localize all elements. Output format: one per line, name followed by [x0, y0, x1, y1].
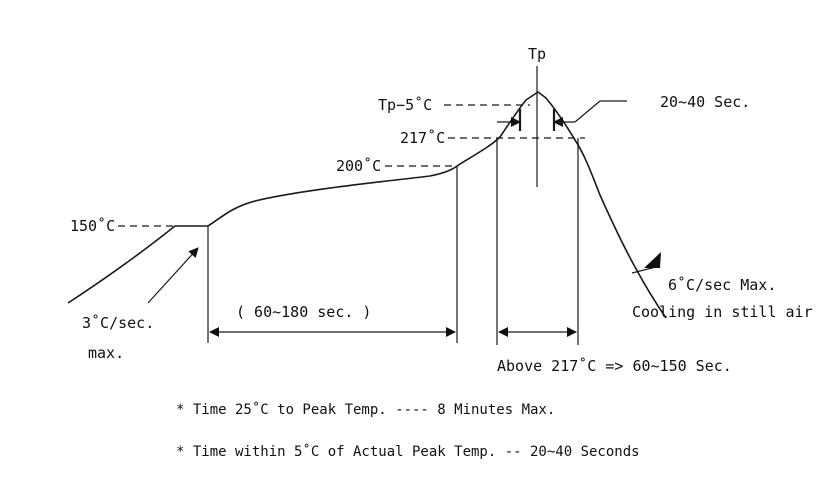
above217-label: Above 217˚C => 60~150 Sec.: [497, 357, 732, 375]
note-total-time: * Time 25˚C to Peak Temp. ---- 8 Minutes…: [176, 401, 555, 418]
ramp-up-label-1: 3˚C/sec.: [82, 314, 154, 332]
cool-label-2: Cooling in still air: [632, 303, 813, 321]
soak-time-label: ( 60~180 sec. ): [236, 303, 371, 321]
note-peak-time: * Time within 5˚C of Actual Peak Temp. -…: [176, 443, 640, 460]
t200-label: 200˚C: [336, 157, 381, 175]
tp-label: Tp: [528, 45, 546, 63]
tp-minus-5-label: Tp−5˚C: [378, 96, 432, 114]
dwell-leader: [574, 100, 627, 123]
temperature-profile-curve: [67, 91, 667, 319]
t217-label: 217˚C: [400, 129, 445, 147]
t150-label: 150˚C: [70, 217, 115, 235]
ramp-up-arrow: [147, 247, 199, 304]
cool-label-1: 6˚C/sec Max.: [668, 276, 776, 294]
dwell-20-40-label: 20~40 Sec.: [660, 93, 750, 111]
ramp-up-label-2: max.: [88, 344, 124, 362]
cooling-arrowhead: [644, 252, 661, 268]
